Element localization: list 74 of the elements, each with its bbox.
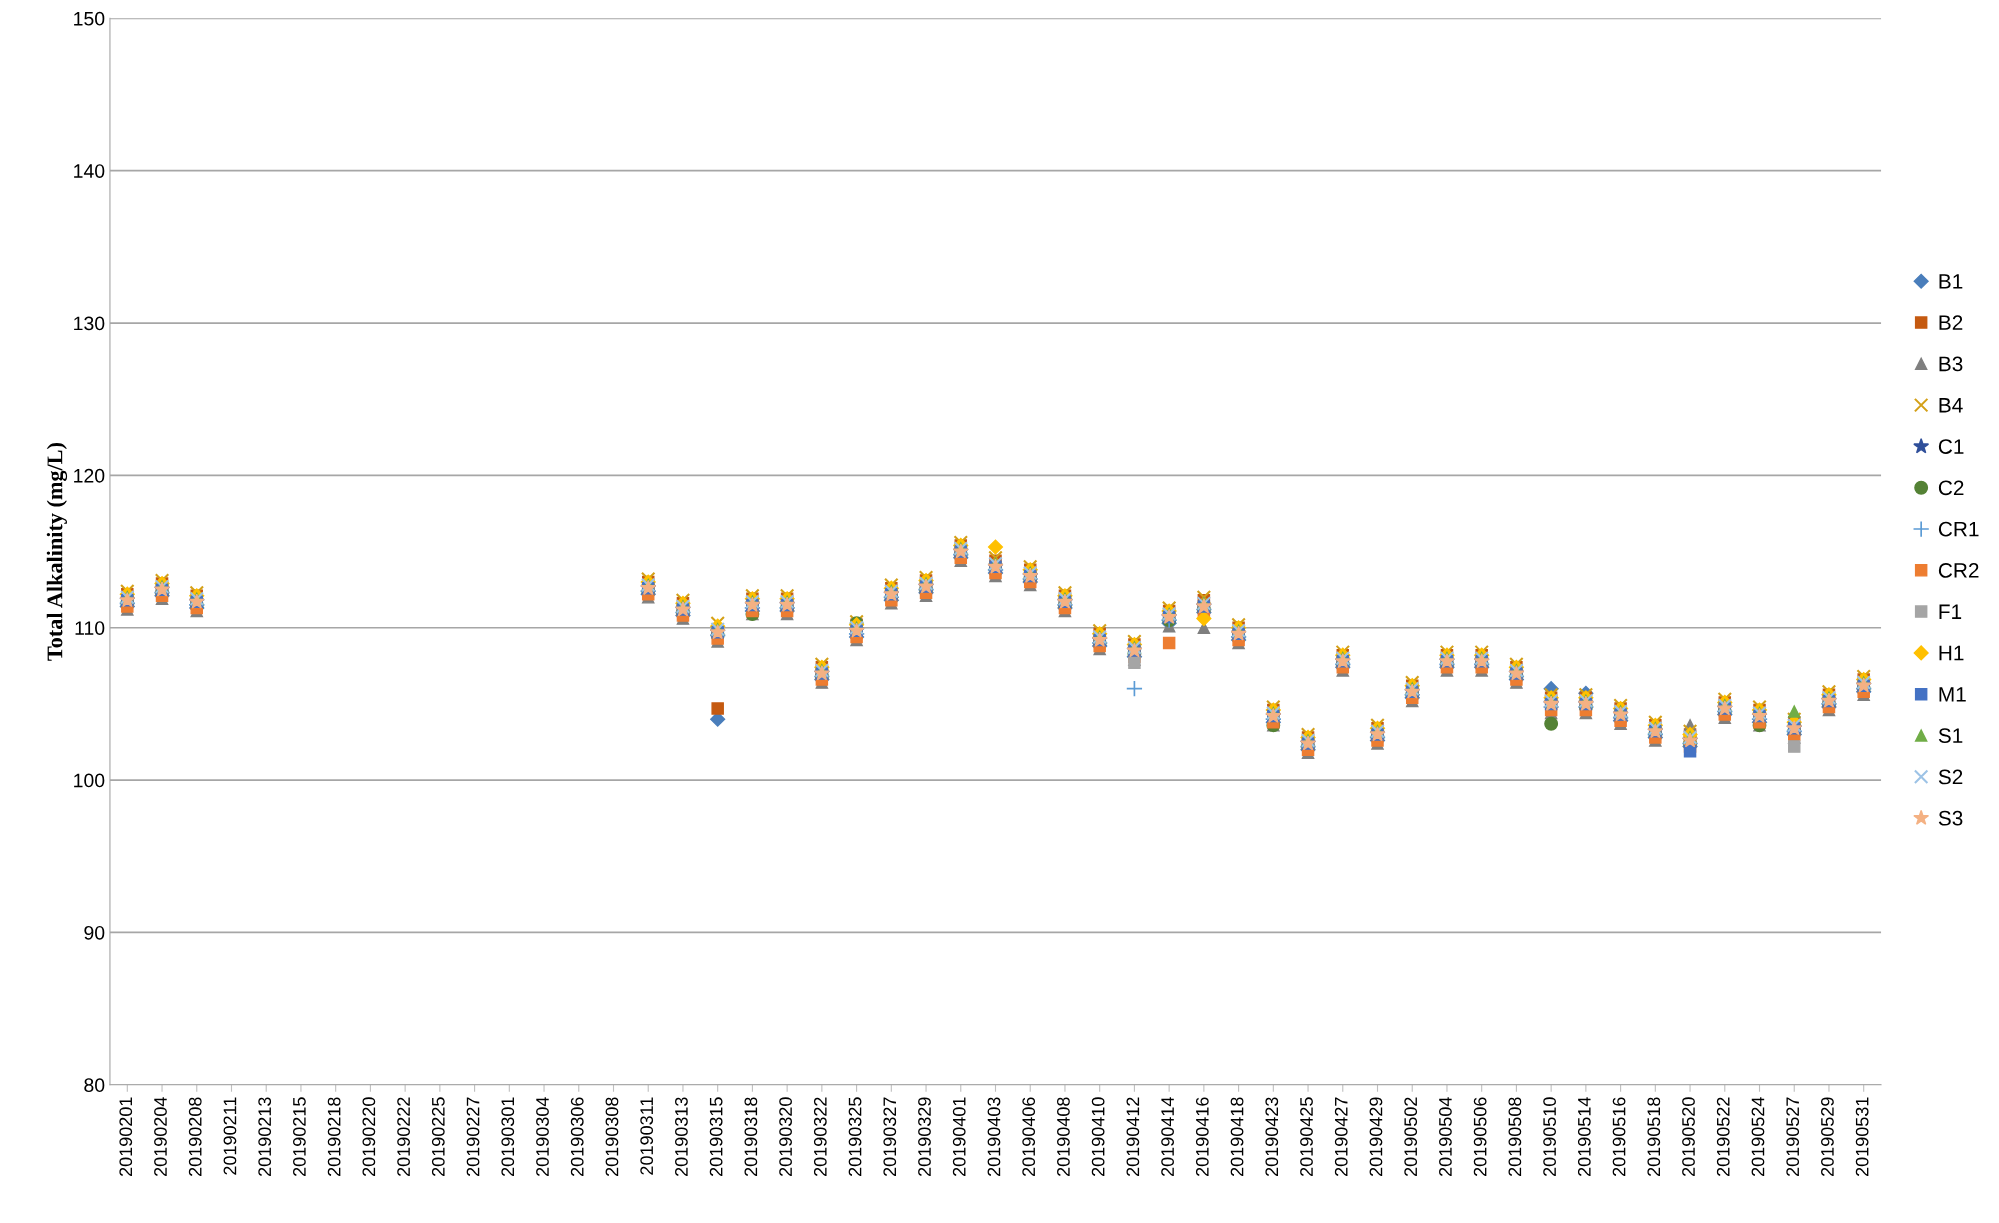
- legend-label: CR1: [1938, 521, 1979, 537]
- x-tick-label: 20190418: [1230, 1097, 1244, 1177]
- y-axis-title: Total Alkalinity (mg/L): [46, 443, 68, 661]
- legend-label: B3: [1939, 356, 1963, 372]
- x-tick-label: 20190320: [779, 1097, 792, 1177]
- x-tick-label: 20190414: [1161, 1097, 1174, 1177]
- x-tick-label: 20190315: [709, 1097, 723, 1177]
- legend-label: C1: [1938, 439, 1964, 454]
- x-tick-label: 20190514: [1577, 1097, 1591, 1177]
- x-tick-label: 20190412: [1126, 1097, 1140, 1177]
- x-tick-label: 20190531: [1855, 1097, 1869, 1177]
- x-tick-label: 20190522: [1716, 1097, 1730, 1177]
- x-tick-label: 20190208: [188, 1097, 202, 1177]
- legend-label: B2: [1939, 315, 1963, 330]
- x-tick-label: 20190301: [501, 1097, 515, 1177]
- x-tick-label: 20190423: [1265, 1097, 1279, 1177]
- legend-label: H1: [1939, 645, 1964, 661]
- legend-label: F1: [1939, 604, 1962, 619]
- x-tick-label: 20190516: [1612, 1097, 1626, 1177]
- x-tick-label: 20190502: [1404, 1097, 1418, 1177]
- legend-label: B1: [1939, 274, 1963, 289]
- x-tick-label: 20190227: [466, 1097, 480, 1177]
- legend-label: CR2: [1938, 563, 1979, 578]
- y-tick-label: 100: [74, 773, 105, 788]
- y-tick-label: 130: [74, 316, 105, 331]
- x-tick-label: 20190506: [1473, 1097, 1487, 1177]
- x-tick-label: 20190527: [1786, 1097, 1800, 1177]
- x-tick-label: 20190416: [1195, 1097, 1209, 1177]
- x-tick-label: 20190204: [154, 1097, 167, 1177]
- y-tick-label: 90: [84, 925, 105, 940]
- x-tick-label: 20190524: [1751, 1097, 1765, 1177]
- x-tick-label: 20190308: [605, 1097, 619, 1177]
- x-tick-label: 20190222: [397, 1097, 410, 1177]
- x-tick-label: 20190510: [1543, 1097, 1556, 1177]
- x-tick-label: 20190508: [1508, 1097, 1522, 1177]
- x-tick-label: 20190215: [293, 1097, 306, 1177]
- x-tick-label: 20190406: [1022, 1097, 1036, 1177]
- legend-label: S2: [1938, 769, 1963, 785]
- x-tick-label: 20190318: [744, 1097, 758, 1177]
- x-tick-label: 20190311: [640, 1097, 654, 1175]
- x-tick-label: 20190529: [1821, 1097, 1834, 1177]
- x-tick-label: 20190313: [675, 1097, 688, 1177]
- y-tick-label: 150: [74, 11, 105, 26]
- y-tick-label: 120: [74, 468, 105, 483]
- legend-label: C2: [1938, 480, 1964, 496]
- x-tick-label: 20190327: [883, 1097, 897, 1177]
- x-tick-label: 20190401: [952, 1097, 966, 1177]
- legend-label: S1: [1938, 728, 1963, 743]
- x-tick-label: 20190220: [362, 1097, 376, 1177]
- x-tick-label: 20190225: [431, 1097, 445, 1177]
- x-tick-label: 20190304: [536, 1097, 549, 1177]
- x-tick-label: 20190408: [1057, 1097, 1070, 1177]
- x-tick-label: 20190504: [1439, 1097, 1452, 1177]
- x-tick-label: 20190403: [987, 1097, 1001, 1177]
- y-tick-label: 140: [74, 164, 105, 178]
- x-tick-label: 20190429: [1369, 1097, 1383, 1177]
- legend-label: M1: [1939, 687, 1966, 702]
- x-tick-label: 20190518: [1647, 1097, 1661, 1177]
- x-tick-label: 20190218: [327, 1097, 341, 1177]
- legend-label: B4: [1939, 398, 1963, 413]
- x-tick-label: 20190425: [1300, 1097, 1313, 1177]
- x-tick-label: 20190201: [119, 1097, 133, 1177]
- x-tick-label: 20190410: [1091, 1097, 1105, 1177]
- x-tick-label: 20190306: [570, 1097, 584, 1177]
- x-tick-label: 20190213: [258, 1097, 272, 1177]
- x-tick-label: 20190325: [848, 1097, 862, 1177]
- x-tick-label: 20190427: [1334, 1097, 1348, 1177]
- x-tick-label: 20190211: [223, 1097, 237, 1175]
- legend-label: S3: [1938, 810, 1963, 826]
- x-tick-label: 20190329: [918, 1097, 931, 1177]
- y-tick-label: 110: [75, 621, 105, 635]
- x-tick-label: 20190520: [1682, 1097, 1695, 1177]
- x-tick-label: 20190322: [813, 1097, 827, 1177]
- y-tick-label: 80: [84, 1078, 105, 1093]
